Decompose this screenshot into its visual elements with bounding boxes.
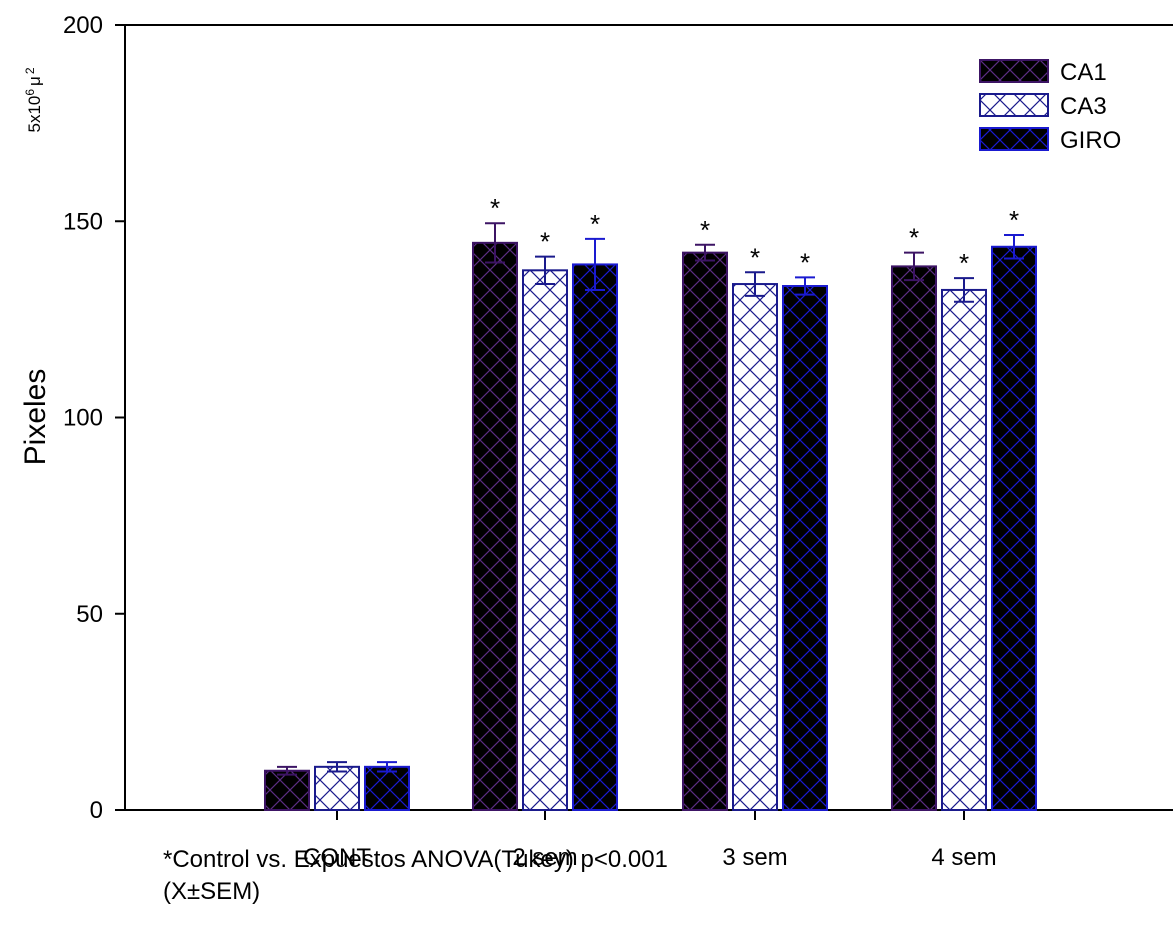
bar-ca3-2	[732, 283, 778, 811]
error-bar	[904, 251, 924, 282]
significance-star: *	[750, 242, 760, 272]
y-tick-label: 100	[63, 405, 103, 432]
unit-base: 5x10	[25, 96, 44, 133]
error-bar	[277, 765, 297, 776]
bar-giro-3	[991, 245, 1037, 811]
x-tick-label: 3 sem	[722, 844, 787, 871]
footnote-statistics: *Control vs. Expuestos ANOVA(Tukey) p<0.…	[163, 846, 668, 873]
bar-ca3-3	[941, 288, 987, 811]
footnote-sem: (X±SEM)	[163, 878, 261, 905]
x-tick-label: 4 sem	[931, 844, 996, 871]
unit-mid: μ	[25, 76, 44, 86]
y-tick-label: 150	[63, 208, 103, 235]
bar-ca3-1	[522, 269, 568, 811]
significance-star: *	[490, 193, 500, 223]
bar-ca1-2	[682, 251, 728, 811]
legend-label-ca3: CA3	[1060, 93, 1107, 120]
legend: CA1 CA3 GIRO	[979, 59, 1121, 154]
error-bars	[277, 222, 1024, 776]
significance-star: *	[590, 209, 600, 239]
significance-star: *	[700, 215, 710, 245]
error-bar	[795, 276, 815, 296]
legend-label-ca1: CA1	[1060, 59, 1107, 86]
bars	[264, 241, 1037, 812]
error-bar	[745, 271, 765, 297]
bar-giro-2	[782, 285, 828, 811]
legend-label-giro: GIRO	[1060, 127, 1121, 154]
error-bar	[377, 761, 397, 773]
error-bar	[327, 761, 347, 773]
bar-ca1-3	[891, 265, 937, 811]
significance-star: *	[1009, 205, 1019, 235]
error-bar	[485, 222, 505, 264]
legend-swatch-giro	[979, 127, 1049, 151]
unit-exp1: 6	[23, 89, 37, 96]
significance-star: *	[540, 227, 550, 257]
bar-ca1-0	[264, 769, 310, 811]
bar-ca3-0	[314, 765, 360, 812]
bar-giro-0	[364, 765, 410, 812]
error-bar	[954, 277, 974, 303]
x-tick-labels: CONT 2 sem 3 sem 4 sem	[303, 810, 997, 871]
y-ticks: 0 50 100 150 200	[63, 12, 125, 824]
error-bar	[695, 243, 715, 262]
y-axis-title: Pixeles	[19, 369, 52, 466]
y-tick-label: 200	[63, 12, 103, 39]
bar-giro-1	[572, 263, 618, 811]
y-axis-unit: 5x106 μ 2	[23, 67, 44, 132]
legend-swatch-ca1	[979, 59, 1049, 83]
bar-ca1-1	[472, 241, 518, 811]
x-tick-label: 2 sem	[512, 844, 577, 871]
y-tick-label: 50	[76, 601, 103, 628]
x-tick-label: CONT	[303, 844, 371, 871]
error-bar	[585, 237, 605, 291]
significance-star: *	[959, 248, 969, 278]
legend-swatch-ca3	[979, 93, 1049, 117]
error-bar	[535, 255, 555, 286]
y-tick-label: 0	[90, 797, 103, 824]
significance-star: *	[800, 247, 810, 277]
error-bar	[1004, 233, 1024, 260]
unit-exp2: 2	[23, 67, 37, 74]
significance-star: *	[909, 223, 919, 253]
significance-markers: * * * * * * * * *	[490, 193, 1019, 278]
